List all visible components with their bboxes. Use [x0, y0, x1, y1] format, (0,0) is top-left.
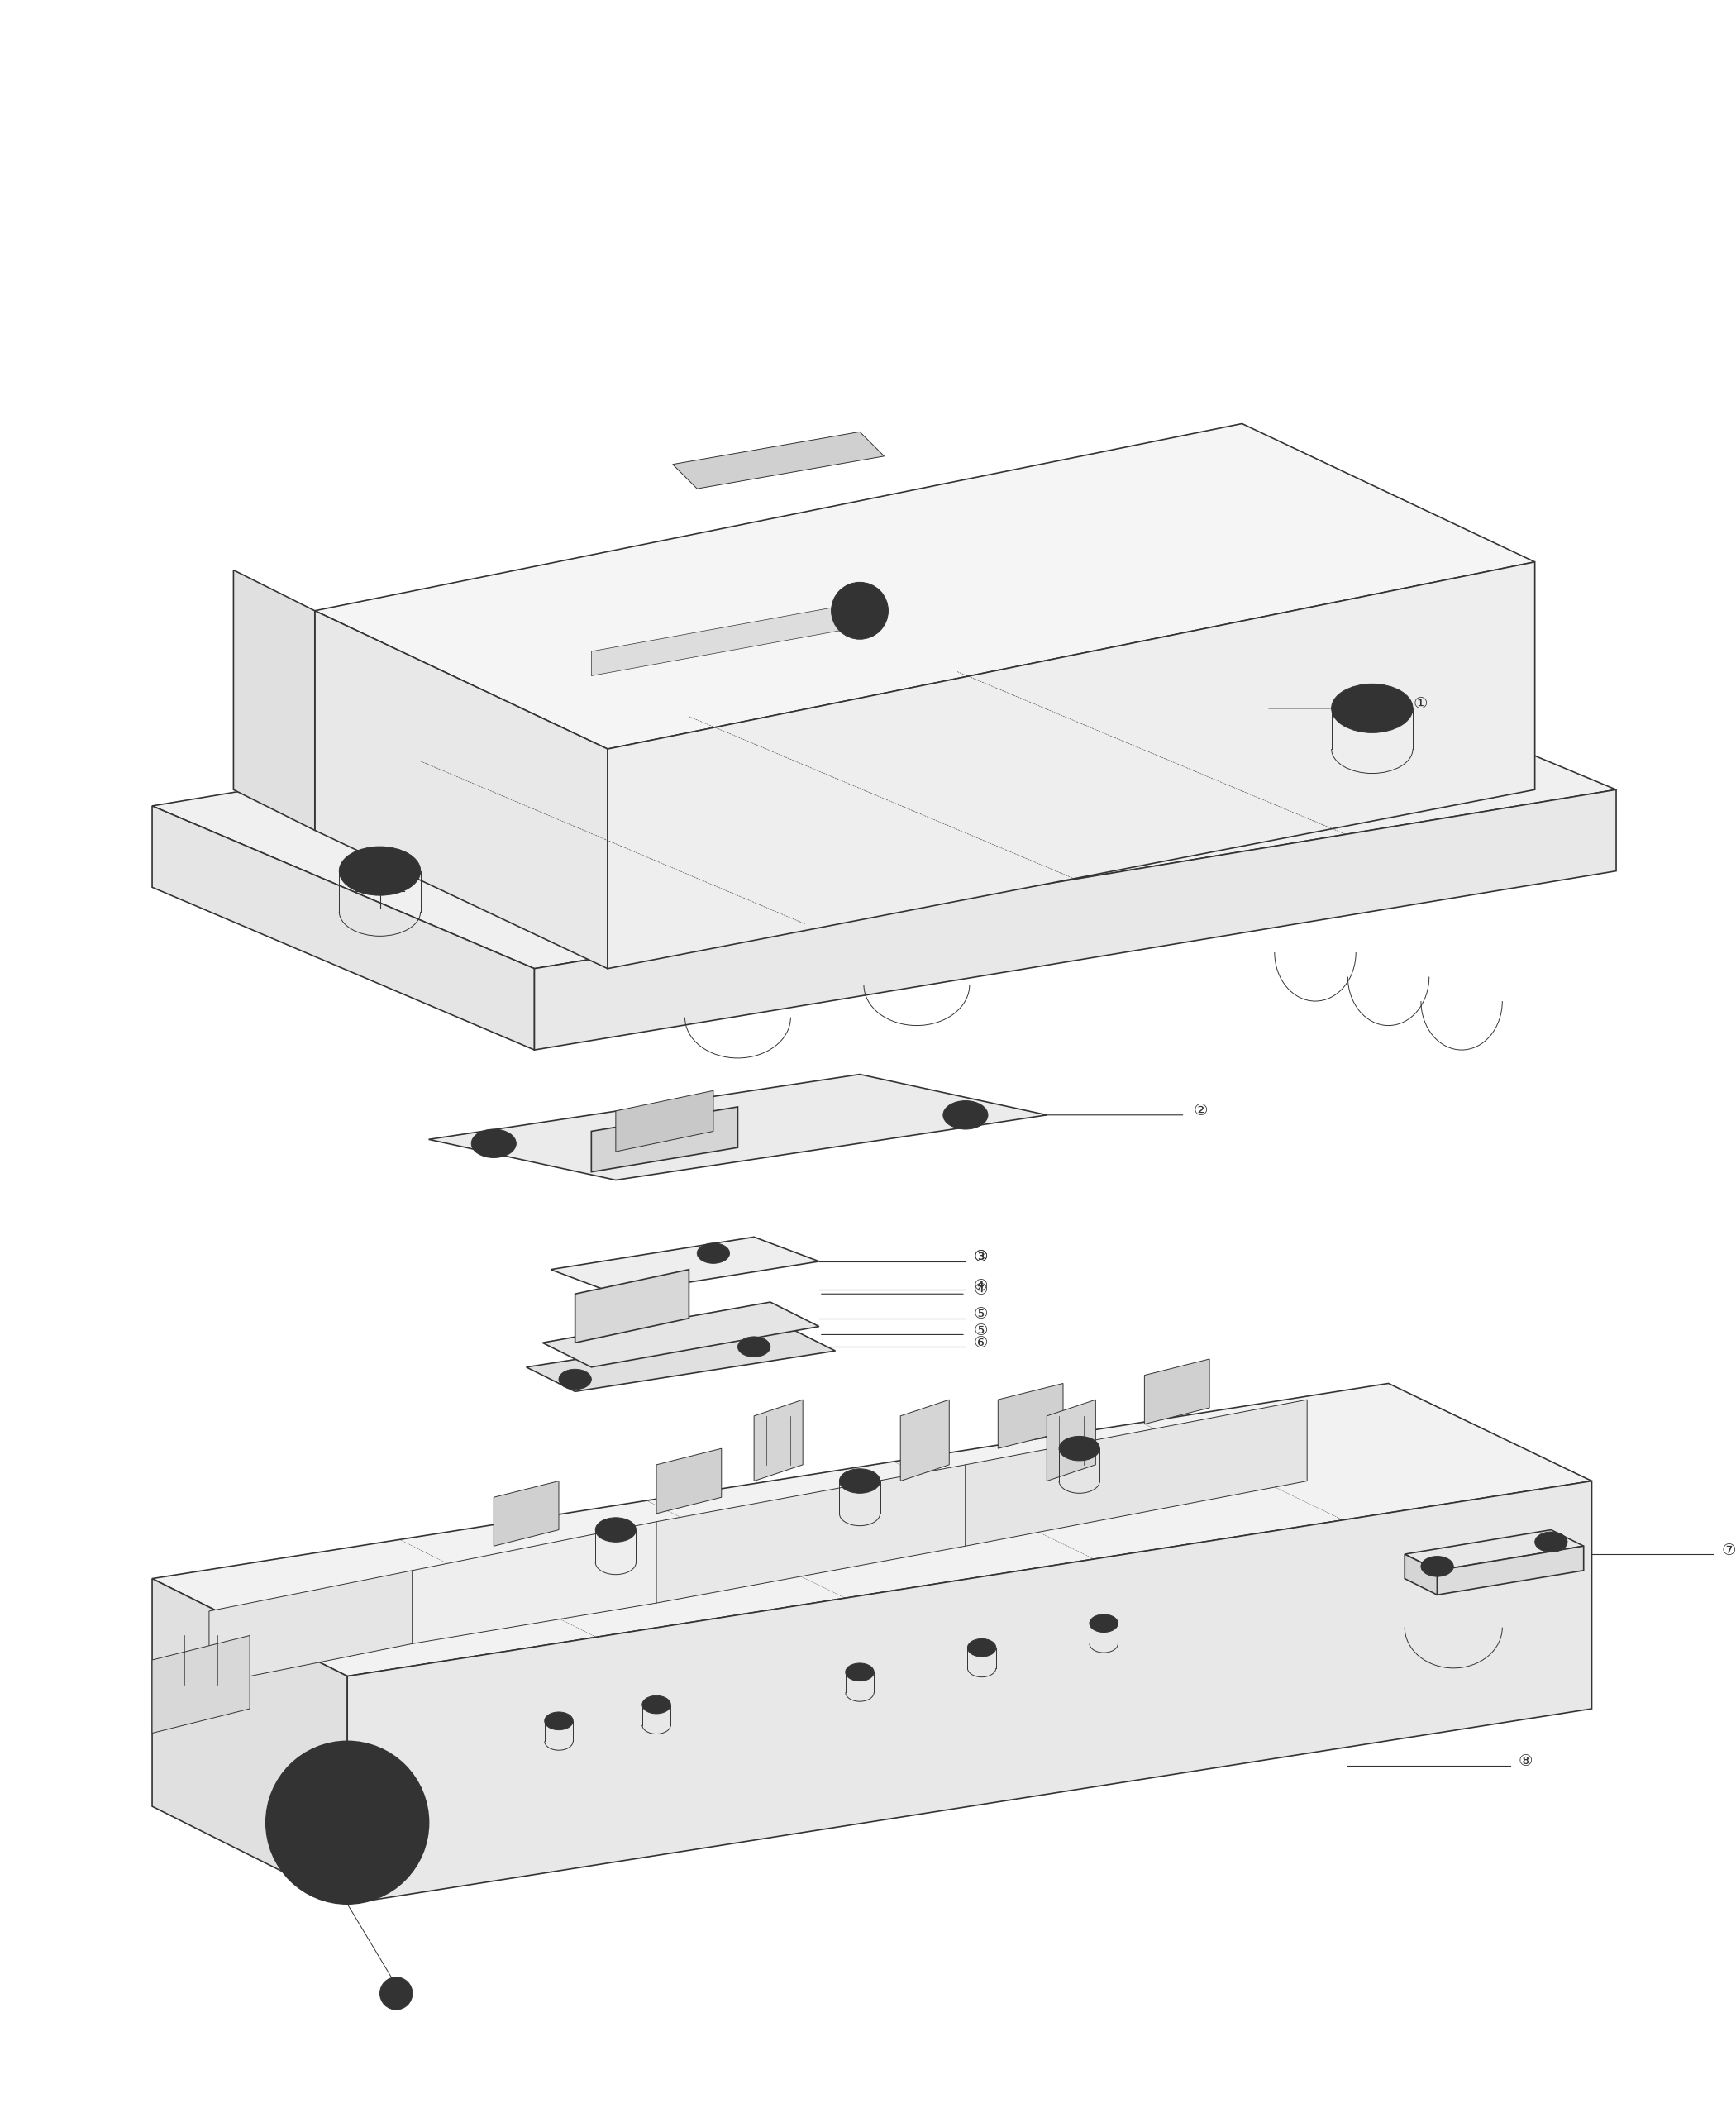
- Text: ⑤: ⑤: [974, 1307, 988, 1322]
- Polygon shape: [429, 1075, 1047, 1180]
- Text: ③: ③: [974, 1250, 988, 1265]
- Circle shape: [290, 1767, 404, 1880]
- Polygon shape: [608, 563, 1535, 968]
- Polygon shape: [314, 424, 1535, 748]
- Ellipse shape: [1090, 1615, 1118, 1632]
- Polygon shape: [153, 626, 1616, 968]
- Ellipse shape: [943, 1100, 988, 1130]
- Ellipse shape: [698, 1244, 729, 1263]
- Text: ⑤: ⑤: [974, 1322, 988, 1339]
- Circle shape: [832, 582, 889, 639]
- Polygon shape: [153, 1383, 1592, 1676]
- Polygon shape: [535, 790, 1616, 1050]
- Polygon shape: [616, 1090, 713, 1151]
- Text: ②: ②: [1193, 1102, 1208, 1119]
- Polygon shape: [1404, 1554, 1437, 1596]
- Polygon shape: [347, 1482, 1592, 1904]
- Text: ⑥: ⑥: [974, 1334, 988, 1351]
- Text: ④: ④: [974, 1277, 988, 1294]
- Polygon shape: [493, 1482, 559, 1545]
- Polygon shape: [550, 1237, 819, 1294]
- Ellipse shape: [545, 1712, 573, 1731]
- Text: ⑧: ⑧: [1519, 1754, 1533, 1769]
- Ellipse shape: [1059, 1436, 1099, 1461]
- Polygon shape: [526, 1326, 835, 1391]
- Polygon shape: [592, 1107, 738, 1172]
- Circle shape: [266, 1741, 429, 1904]
- Polygon shape: [1437, 1545, 1583, 1596]
- Polygon shape: [1047, 1400, 1095, 1482]
- Polygon shape: [998, 1383, 1062, 1448]
- Polygon shape: [153, 1579, 347, 1904]
- Ellipse shape: [967, 1638, 996, 1657]
- Ellipse shape: [1535, 1533, 1568, 1551]
- Ellipse shape: [339, 847, 420, 896]
- Ellipse shape: [840, 1469, 880, 1492]
- Polygon shape: [233, 569, 314, 831]
- Text: ③: ③: [974, 1250, 988, 1265]
- Ellipse shape: [845, 1663, 873, 1680]
- Polygon shape: [413, 1522, 656, 1644]
- Polygon shape: [1404, 1530, 1583, 1570]
- Polygon shape: [575, 1269, 689, 1343]
- Polygon shape: [656, 1465, 965, 1602]
- Ellipse shape: [595, 1518, 635, 1543]
- Polygon shape: [543, 1303, 819, 1368]
- Ellipse shape: [738, 1336, 771, 1358]
- Polygon shape: [314, 611, 608, 968]
- Polygon shape: [656, 1448, 722, 1514]
- Circle shape: [319, 1794, 375, 1851]
- Polygon shape: [901, 1400, 950, 1482]
- Polygon shape: [965, 1400, 1307, 1545]
- Circle shape: [380, 1977, 413, 2009]
- Text: ④: ④: [974, 1282, 988, 1299]
- Text: ⑦: ⑦: [1722, 1543, 1736, 1558]
- Ellipse shape: [1422, 1556, 1453, 1577]
- Polygon shape: [1144, 1360, 1210, 1425]
- Ellipse shape: [472, 1130, 516, 1157]
- Polygon shape: [153, 1636, 250, 1733]
- Ellipse shape: [1332, 683, 1413, 734]
- Text: ①: ①: [1413, 696, 1427, 713]
- Polygon shape: [753, 1400, 802, 1482]
- Polygon shape: [672, 432, 884, 489]
- Ellipse shape: [559, 1370, 592, 1389]
- Ellipse shape: [642, 1695, 670, 1714]
- Polygon shape: [208, 1570, 413, 1684]
- Polygon shape: [592, 603, 859, 677]
- Polygon shape: [153, 805, 535, 1050]
